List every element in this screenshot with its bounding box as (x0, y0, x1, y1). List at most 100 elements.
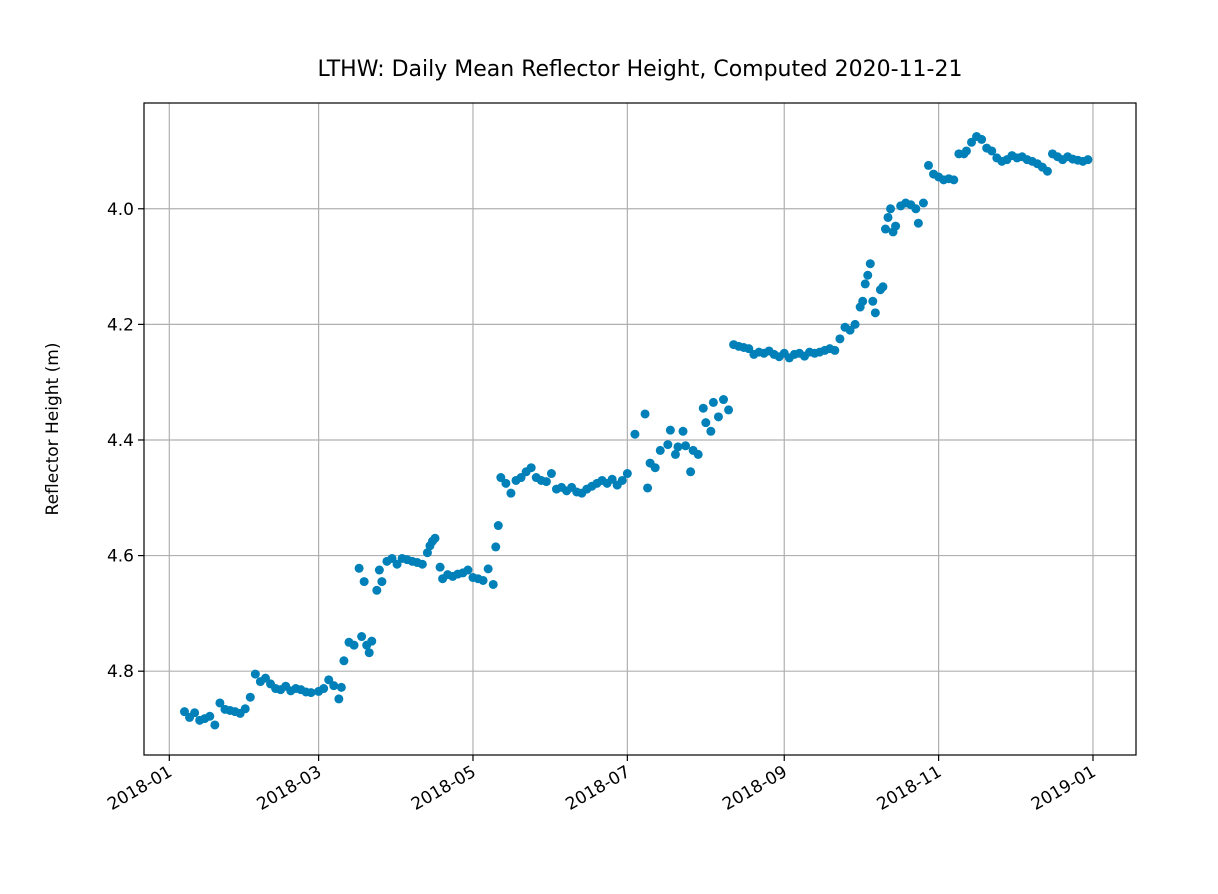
y-tick-label: 4.6 (107, 547, 134, 567)
point (240, 704, 250, 714)
point (863, 270, 873, 280)
point (215, 698, 225, 708)
point (630, 429, 640, 439)
point (319, 684, 329, 694)
point (349, 640, 359, 650)
y-tick-label: 4.2 (107, 315, 134, 335)
point (364, 648, 374, 658)
point (891, 221, 901, 231)
point (744, 344, 754, 354)
point (665, 425, 675, 435)
point (880, 224, 890, 234)
point (977, 134, 987, 144)
point (860, 279, 870, 289)
point (190, 708, 200, 718)
point (913, 218, 923, 228)
point (655, 445, 665, 455)
point (526, 463, 536, 473)
point (179, 707, 189, 717)
point (463, 565, 473, 575)
point (701, 418, 711, 428)
point (724, 405, 734, 415)
y-axis-label: Reflector Height (m) (43, 343, 63, 516)
point (516, 473, 526, 483)
point (377, 577, 387, 587)
point (483, 564, 493, 574)
point (681, 441, 691, 451)
point (617, 475, 627, 485)
point (830, 345, 840, 355)
point (260, 673, 270, 683)
point (870, 308, 880, 318)
point (923, 160, 933, 170)
point (650, 463, 660, 473)
point (306, 688, 316, 698)
x-tick-label: 2018-11 (874, 762, 946, 815)
point (622, 469, 632, 479)
point (496, 473, 506, 483)
point (678, 426, 688, 436)
point (686, 467, 696, 477)
point (698, 403, 708, 413)
point (372, 585, 382, 595)
point (387, 553, 397, 563)
point (488, 579, 498, 589)
point (845, 325, 855, 335)
chart-title: LTHW: Daily Mean Reflector Height, Compu… (318, 57, 963, 82)
point (1083, 155, 1093, 165)
point (210, 720, 220, 730)
point (673, 442, 683, 452)
plot-frame (143, 102, 1137, 756)
point (506, 488, 516, 498)
point (607, 474, 617, 484)
point (868, 296, 878, 306)
point (329, 681, 339, 691)
point (334, 694, 344, 704)
point (693, 449, 703, 459)
x-tick-label: 2018-01 (104, 762, 176, 815)
point (911, 204, 921, 214)
y-tick-label: 4.0 (107, 200, 134, 220)
point (501, 478, 511, 488)
point (435, 562, 445, 572)
point (324, 675, 334, 685)
point (491, 542, 501, 552)
point (478, 575, 488, 585)
point (835, 334, 845, 344)
x-tick-label: 2019-01 (1028, 762, 1100, 815)
point (878, 282, 888, 292)
point (359, 577, 369, 587)
point (367, 636, 377, 646)
point (987, 146, 997, 156)
point (670, 449, 680, 459)
y-tick-label: 4.4 (107, 431, 134, 451)
point (865, 259, 875, 269)
point (883, 212, 893, 222)
x-tick-label: 2018-09 (719, 762, 791, 815)
point (708, 397, 718, 407)
point (205, 711, 215, 721)
point (250, 669, 260, 679)
point (850, 319, 860, 329)
point (886, 204, 896, 214)
point (640, 409, 650, 419)
point (961, 146, 971, 156)
point (245, 692, 255, 702)
point (643, 483, 653, 493)
point (713, 412, 723, 422)
point (918, 198, 928, 208)
point (546, 469, 556, 479)
point (493, 521, 503, 531)
point (336, 682, 346, 692)
point (392, 559, 402, 569)
x-tick-label: 2018-05 (408, 762, 480, 815)
point (1042, 166, 1052, 176)
point (357, 632, 367, 642)
x-tick-label: 2018-07 (562, 762, 634, 815)
point (719, 395, 729, 405)
point (430, 533, 440, 543)
point (663, 440, 673, 450)
point (967, 137, 977, 147)
point (422, 548, 432, 558)
